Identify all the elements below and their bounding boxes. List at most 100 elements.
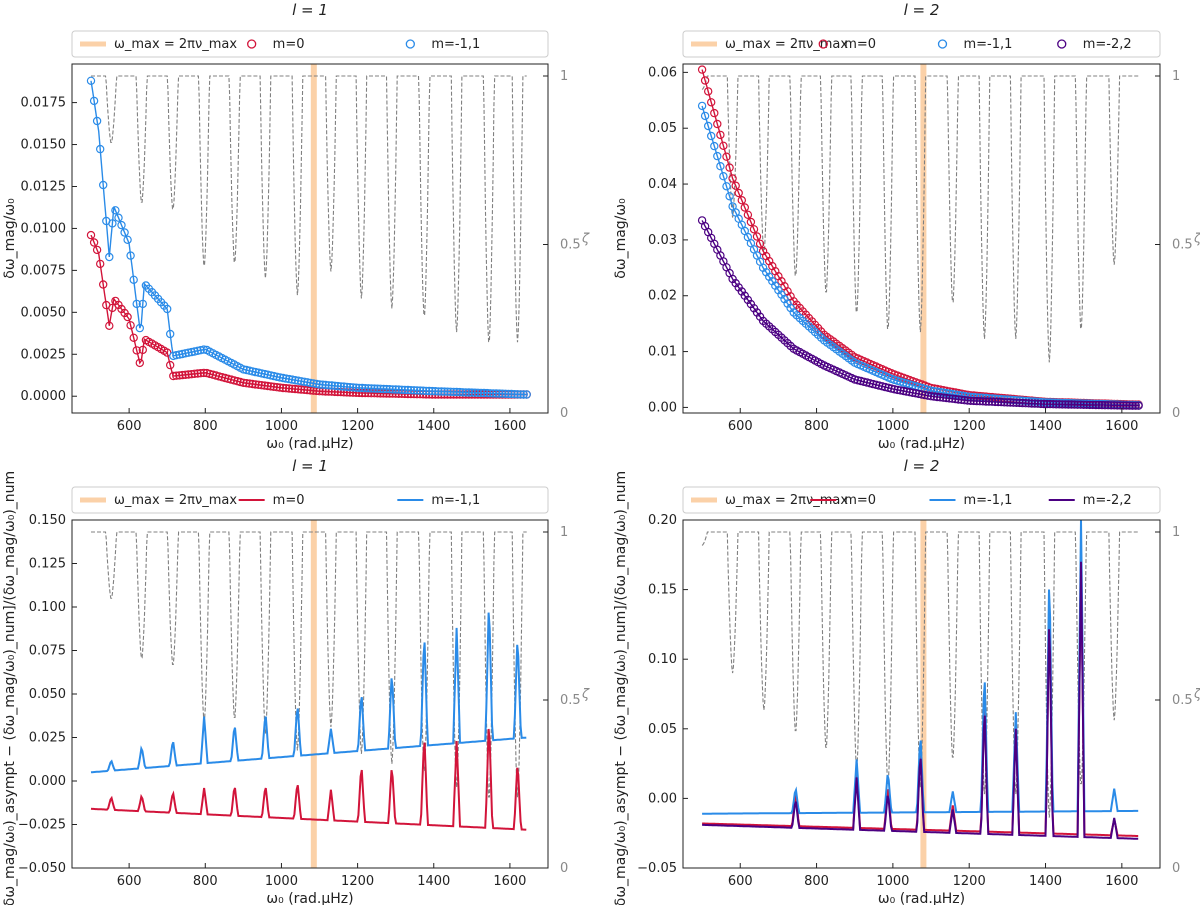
data-point (700, 111, 710, 121)
data-point (939, 393, 948, 402)
legend-swatch (1057, 39, 1067, 49)
data-point (1103, 401, 1113, 410)
x-tick-label: 1600 (1105, 419, 1138, 434)
data-point (1021, 399, 1030, 408)
data-point (239, 365, 248, 374)
data-point (333, 381, 342, 391)
zeta-curve (91, 75, 527, 343)
legend-label: ω_max = 2πν_max (114, 493, 237, 508)
data-point (994, 397, 1003, 407)
data-point (896, 386, 905, 395)
data-point (1055, 400, 1064, 409)
x-tick-label: 600 (728, 874, 753, 889)
data-point (397, 385, 406, 394)
data-point (1085, 400, 1095, 410)
panel-l2-top: 600 800 1000 1200 1400 1600 0.00 0.01 0.02 0.03 0.… (613, 1, 1200, 452)
data-point (874, 381, 884, 390)
y-tick-label: 0.15 (648, 583, 677, 598)
data-point (181, 349, 190, 358)
data-point (294, 376, 303, 385)
data-point (193, 369, 202, 378)
series-line (90, 234, 527, 396)
y-tick-label: 0.0000 (21, 389, 67, 404)
legend: ω_max = 2πν_max m=0 m=-1,1 (71, 30, 549, 58)
data-point (954, 395, 963, 404)
y-tick-label: 0.125 (29, 557, 66, 572)
x-tick-label: 1200 (953, 419, 986, 434)
data-point (327, 381, 336, 390)
data-point (710, 141, 719, 151)
data-point (193, 346, 202, 355)
data-point (126, 251, 135, 260)
data-point (981, 397, 991, 406)
data-point (710, 108, 719, 118)
panel-title: l = 2 (904, 457, 940, 475)
data-point (162, 304, 172, 314)
data-point (755, 239, 765, 248)
data-point (391, 385, 400, 394)
x-tick-label: 600 (117, 874, 142, 889)
data-point (482, 388, 492, 398)
data-point (272, 383, 282, 392)
data-point (936, 393, 945, 402)
data-point (1064, 400, 1073, 409)
data-point (1061, 400, 1070, 409)
data-point (284, 384, 294, 393)
data-point (303, 378, 312, 387)
x-tick-label: 600 (117, 419, 142, 434)
zeta-axis-label: ζ (581, 232, 590, 247)
y-tick-label: 0.075 (29, 644, 66, 659)
zeta-curve (701, 531, 1139, 818)
data-point (437, 387, 446, 396)
data-point (1088, 400, 1098, 410)
data-point (178, 370, 187, 380)
x-tick-label: 1000 (876, 419, 909, 434)
data-point (132, 299, 141, 309)
plot-frame (682, 63, 1161, 414)
x-tick-label: 800 (804, 419, 829, 434)
zeta-tick-label: 0 (1172, 861, 1180, 876)
data-point (275, 383, 285, 392)
zeta-tick-label: 1 (1172, 525, 1180, 540)
data-point (1045, 399, 1055, 409)
data-point (942, 393, 951, 403)
data-point (752, 232, 762, 241)
data-point (893, 385, 902, 395)
y-tick-label: 0.0100 (21, 221, 67, 236)
data-point (725, 192, 734, 201)
data-point (339, 382, 349, 391)
data-point (440, 387, 449, 396)
x-tick-label: 1200 (341, 419, 374, 434)
data-point (746, 217, 756, 227)
data-point (263, 370, 272, 379)
data-point (725, 163, 734, 172)
data-point (743, 210, 753, 219)
series-m1 (86, 76, 531, 399)
data-point (902, 387, 911, 396)
panel-title: l = 1 (292, 457, 328, 475)
data-point (1131, 401, 1140, 410)
data-point (697, 65, 707, 74)
data-point (1015, 398, 1024, 408)
series-m1 (90, 612, 527, 774)
data-point (1119, 401, 1128, 410)
series-m0 (86, 230, 531, 399)
legend-label: m=0 (273, 37, 305, 52)
data-point (479, 388, 489, 398)
x-tick-label: 1400 (1029, 419, 1062, 434)
data-point (1048, 400, 1058, 409)
x-tick-label: 1400 (417, 874, 450, 889)
zeta-tick-label: 0.5 (1172, 238, 1193, 253)
data-point (1012, 398, 1021, 407)
data-point (719, 141, 728, 150)
y-tick-label: 0.05 (648, 121, 677, 136)
data-point (300, 385, 309, 394)
y-tick-label: 0.05 (648, 722, 677, 737)
y-tick-label: 0.000 (29, 774, 66, 789)
data-point (388, 385, 397, 394)
y-tick-label: 0.10 (648, 652, 677, 667)
y-tick-label: 0.100 (29, 600, 66, 615)
legend-swatch (937, 39, 948, 49)
data-point (1134, 401, 1143, 410)
data-point (716, 130, 725, 140)
